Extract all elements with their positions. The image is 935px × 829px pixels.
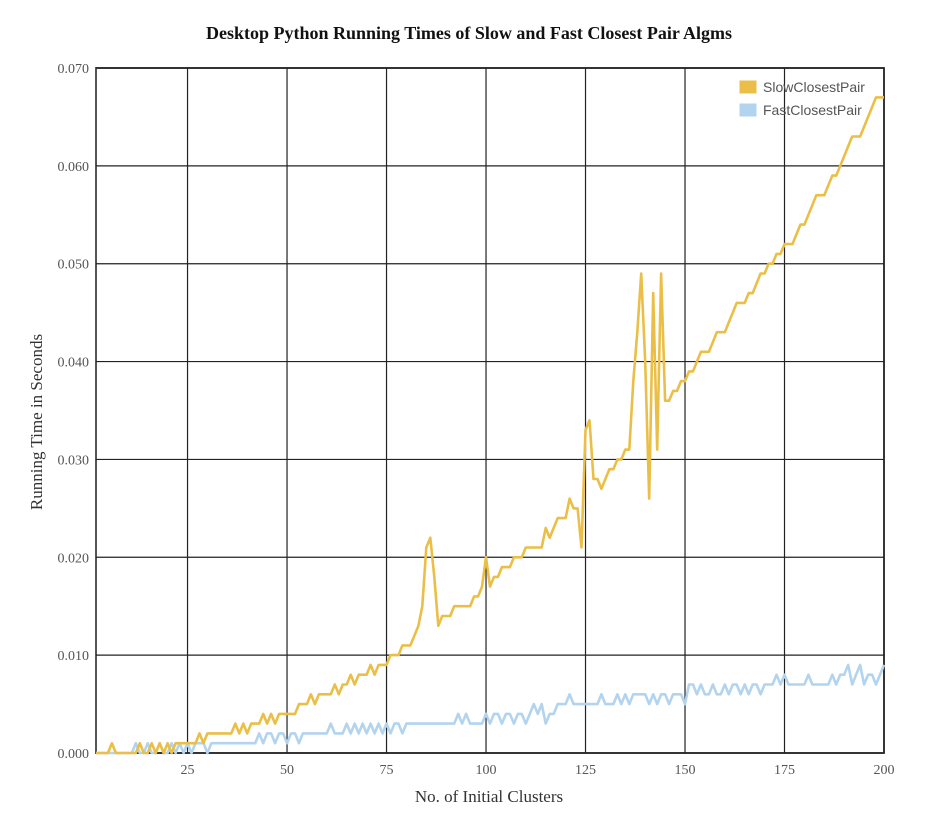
plot-frame — [95, 67, 885, 754]
legend: SlowClosestPair FastClosestPair — [738, 79, 865, 118]
y-tick-label-0.060: 0.060 — [58, 160, 90, 175]
series-line-SlowClosestPair — [96, 96, 884, 755]
x-tick-label-175: 175 — [774, 763, 795, 778]
x-tick-label-125: 125 — [575, 763, 596, 778]
x-tick-label-200: 200 — [874, 763, 895, 778]
y-tick-label-0.030: 0.030 — [58, 453, 90, 468]
chart-title: Desktop Python Running Times of Slow and… — [206, 23, 732, 43]
x-tick-label-100: 100 — [476, 763, 497, 778]
y-tick-label-0.010: 0.010 — [58, 649, 90, 664]
x-tick-label-50: 50 — [280, 763, 294, 778]
x-tick-label-25: 25 — [181, 763, 195, 778]
y-tick-label-0.050: 0.050 — [58, 258, 90, 273]
legend-label-FastClosestPair: FastClosestPair — [763, 102, 862, 118]
x-tick-label-75: 75 — [380, 763, 394, 778]
y-tick-label-0.040: 0.040 — [58, 356, 90, 371]
legend-swatch-SlowClosestPair — [738, 79, 758, 95]
y-tick-label-0.000: 0.000 — [58, 747, 90, 762]
series-layer — [96, 96, 886, 755]
series-line-FastClosestPair — [96, 663, 886, 755]
y-tick-label-0.020: 0.020 — [58, 551, 90, 566]
tick-labels: 25 50 75 100 125 150 175 200 0.000 0.010 0.020 0.03… — [58, 62, 895, 778]
y-axis-label: Running Time in Seconds — [27, 334, 46, 510]
grid — [95, 67, 885, 754]
y-tick-label-0.070: 0.070 — [58, 62, 90, 77]
x-axis-label: No. of Initial Clusters — [415, 787, 563, 806]
legend-label-SlowClosestPair: SlowClosestPair — [763, 79, 865, 95]
legend-swatch-FastClosestPair — [738, 102, 758, 118]
x-tick-label-150: 150 — [675, 763, 696, 778]
